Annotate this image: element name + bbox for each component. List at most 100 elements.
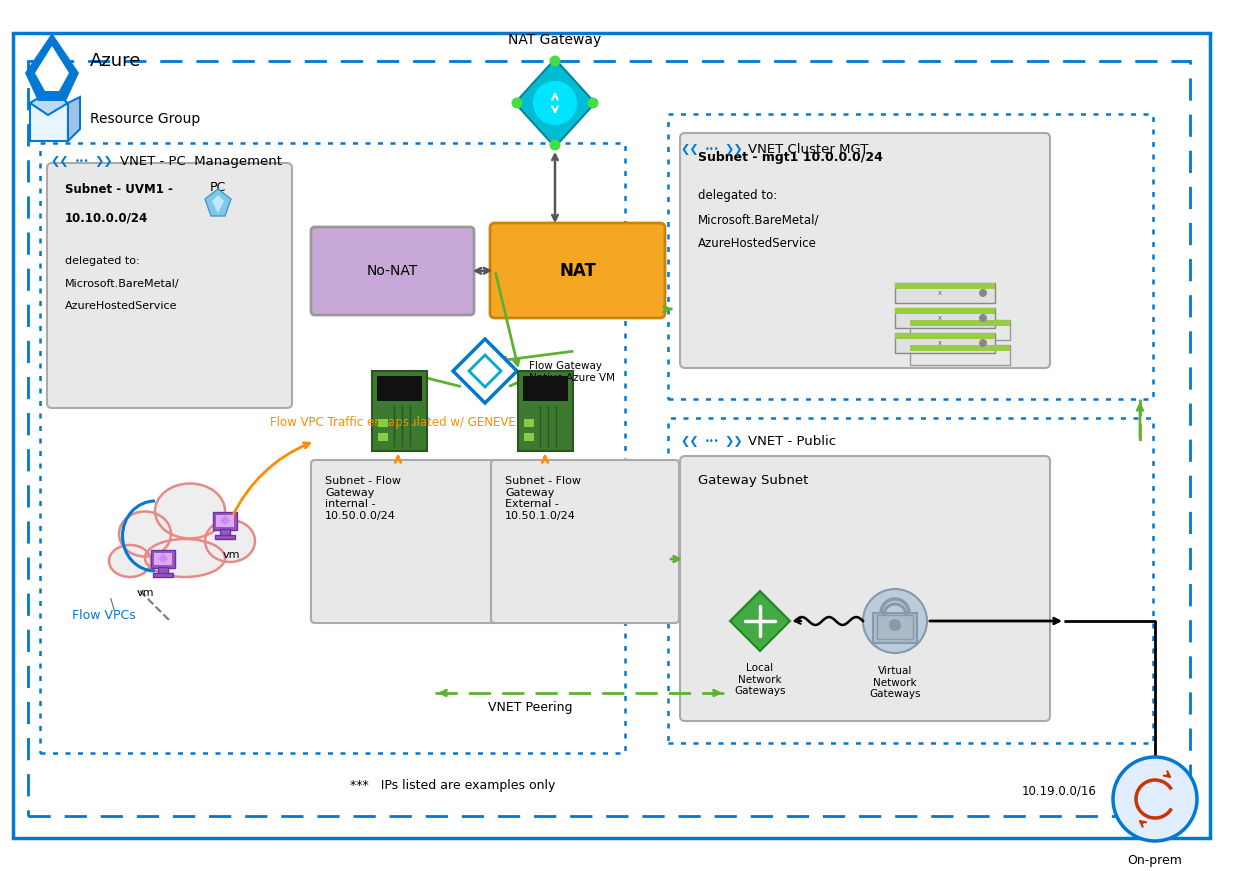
Bar (220, 529, 230, 536)
Text: •••: ••• (705, 145, 719, 153)
Text: Virtual
Network
Gateways: Virtual Network Gateways (869, 666, 921, 699)
Circle shape (889, 619, 901, 631)
Bar (30, 103, 68, 141)
Polygon shape (213, 195, 224, 213)
Bar (524, 419, 534, 427)
Text: Subnet - mgt1 10.0.0.0/24: Subnet - mgt1 10.0.0.0/24 (698, 151, 882, 164)
Text: vm: vm (222, 550, 240, 560)
Circle shape (550, 139, 560, 151)
Text: ❮❮: ❮❮ (50, 156, 70, 166)
Bar (216, 515, 234, 527)
Bar (878, 615, 912, 639)
Circle shape (979, 314, 988, 322)
Text: Microsoft.BareMetal/: Microsoft.BareMetal/ (698, 213, 820, 226)
Text: ❯❯: ❯❯ (95, 156, 114, 166)
FancyBboxPatch shape (910, 320, 1010, 340)
Text: VNET Peering: VNET Peering (488, 701, 572, 714)
Text: 10.10.0.0/24: 10.10.0.0/24 (65, 211, 149, 224)
Bar (151, 550, 175, 568)
Text: •••: ••• (75, 157, 89, 165)
FancyBboxPatch shape (48, 163, 292, 408)
Text: AzureHostedService: AzureHostedService (698, 237, 818, 250)
Text: VNET Cluster MGT: VNET Cluster MGT (748, 143, 869, 156)
Circle shape (979, 289, 988, 297)
FancyBboxPatch shape (311, 460, 499, 623)
Bar (518, 371, 572, 451)
FancyBboxPatch shape (895, 308, 995, 328)
FancyBboxPatch shape (895, 333, 995, 353)
Polygon shape (515, 59, 595, 147)
Circle shape (979, 339, 988, 347)
Text: Subnet - Flow
Gateway
internal -
10.50.0.0/24: Subnet - Flow Gateway internal - 10.50.0… (325, 476, 401, 521)
Circle shape (862, 589, 928, 653)
Polygon shape (35, 46, 69, 91)
Ellipse shape (119, 511, 171, 557)
Text: AzureHostedService: AzureHostedService (65, 301, 178, 311)
Text: x: x (938, 315, 942, 321)
Bar (378, 376, 423, 401)
Bar (872, 613, 917, 643)
Text: Gateway Subnet: Gateway Subnet (698, 474, 809, 487)
Bar (522, 376, 568, 401)
Text: Subnet - Flow
Gateway
External -
10.50.1.0/24: Subnet - Flow Gateway External - 10.50.1… (505, 476, 581, 521)
Text: ❯❯: ❯❯ (725, 144, 744, 154)
Polygon shape (469, 355, 501, 387)
Bar (910, 345, 1010, 351)
Bar (154, 553, 173, 565)
Bar (910, 320, 1010, 326)
FancyBboxPatch shape (910, 345, 1010, 365)
Text: •••: ••• (705, 436, 719, 445)
Polygon shape (730, 591, 790, 651)
FancyBboxPatch shape (490, 223, 665, 318)
Ellipse shape (109, 545, 151, 577)
Text: 10.19.0.0/16: 10.19.0.0/16 (1022, 785, 1098, 798)
Bar (40, 143, 625, 753)
Text: Flow VPC Traffic encapsulated w/ GENEVE: Flow VPC Traffic encapsulated w/ GENEVE (270, 416, 516, 429)
Text: Resource Group: Resource Group (90, 112, 200, 126)
Ellipse shape (205, 520, 255, 562)
Text: No-NAT: No-NAT (368, 264, 418, 278)
Text: ❯❯: ❯❯ (725, 436, 744, 447)
Bar (158, 567, 168, 574)
Bar (668, 114, 1152, 399)
Text: delegated to:: delegated to: (65, 256, 140, 266)
Bar (152, 573, 173, 577)
Text: PC: PC (210, 181, 226, 194)
Text: ❮❮: ❮❮ (680, 144, 700, 154)
FancyBboxPatch shape (491, 460, 679, 623)
Bar (372, 371, 428, 451)
Text: Azure: Azure (90, 52, 141, 70)
Polygon shape (25, 33, 79, 101)
Bar (378, 433, 388, 441)
Bar (378, 419, 388, 427)
Circle shape (588, 98, 599, 109)
Text: x: x (938, 290, 942, 296)
Polygon shape (220, 515, 230, 525)
Text: delegated to:: delegated to: (698, 189, 778, 202)
Bar (895, 308, 995, 314)
Bar (895, 283, 995, 289)
Text: On-prem: On-prem (1128, 854, 1182, 867)
Text: Flow Gateway
Native Azure VM: Flow Gateway Native Azure VM (529, 361, 615, 382)
FancyBboxPatch shape (895, 283, 995, 303)
Polygon shape (205, 189, 231, 216)
Polygon shape (30, 91, 68, 115)
Bar (213, 512, 238, 530)
Bar (28, 61, 1190, 816)
Text: ***   IPs listed are examples only: *** IPs listed are examples only (350, 779, 555, 792)
Text: \: \ (110, 598, 115, 613)
Circle shape (532, 81, 578, 125)
Polygon shape (158, 553, 168, 563)
Ellipse shape (155, 483, 225, 538)
Text: VNET - Public: VNET - Public (748, 435, 836, 448)
Text: VNET - PC  Management: VNET - PC Management (120, 154, 282, 167)
Text: NAT Gateway: NAT Gateway (509, 33, 601, 47)
Text: Flow VPCs: Flow VPCs (72, 609, 136, 622)
Circle shape (1112, 757, 1198, 841)
Polygon shape (452, 339, 518, 403)
Bar (895, 333, 995, 339)
FancyBboxPatch shape (680, 133, 1050, 368)
Bar (524, 433, 534, 441)
Bar (668, 418, 1152, 743)
FancyBboxPatch shape (311, 227, 474, 315)
